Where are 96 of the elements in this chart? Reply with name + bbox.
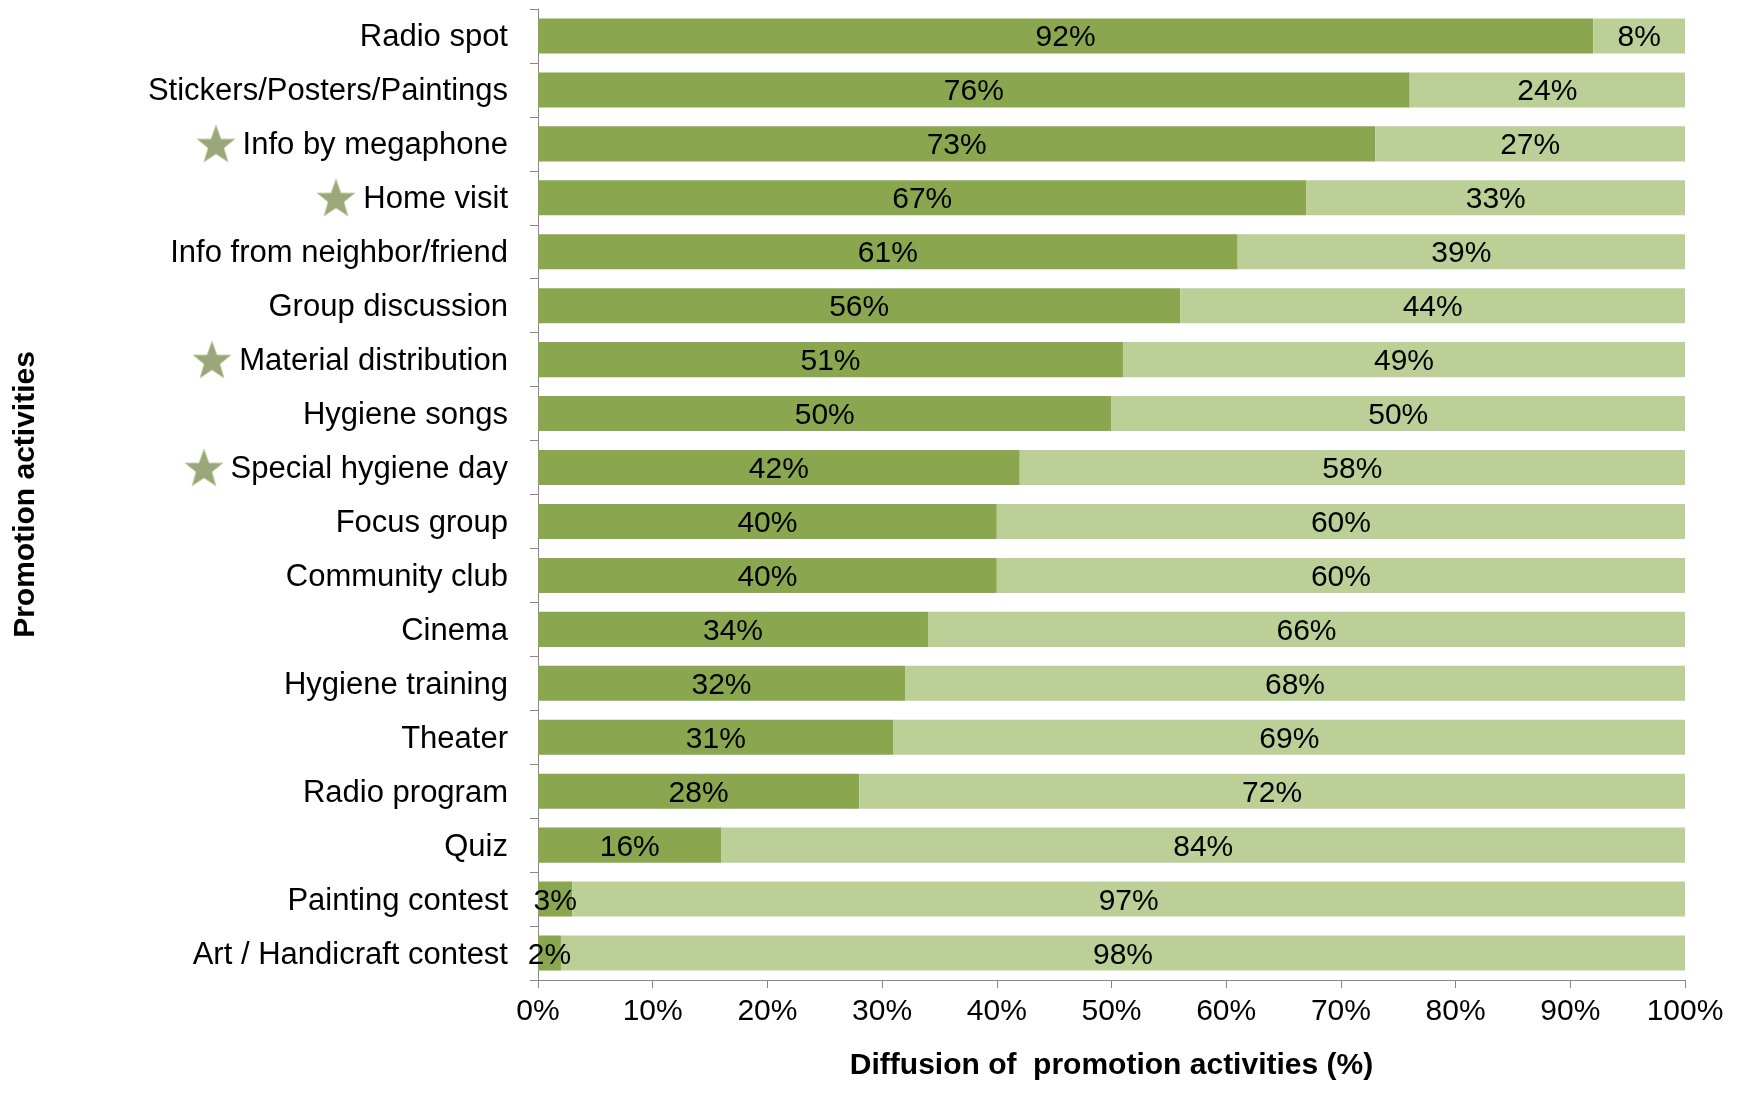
bar [538, 180, 1307, 216]
data-label: 73% [926, 127, 987, 161]
y-tick-label: Group discussion [268, 288, 508, 324]
bar [538, 503, 997, 539]
bar [1375, 126, 1685, 162]
bar [538, 773, 860, 809]
data-label: 42% [748, 451, 809, 485]
bar [721, 827, 1685, 863]
bar [538, 126, 1376, 162]
x-tick-label: 60% [1196, 992, 1257, 1026]
data-label: 40% [737, 504, 798, 538]
data-label: 61% [857, 235, 918, 269]
x-tick-label: 70% [1310, 992, 1371, 1026]
bar [859, 773, 1685, 809]
y-tick-label: Theater [401, 719, 508, 755]
data-label: 67% [892, 181, 953, 215]
data-label: 76% [943, 73, 1004, 107]
bar [538, 827, 722, 863]
bar [893, 719, 1685, 755]
data-label: 66% [1276, 612, 1337, 646]
data-label: 60% [1310, 504, 1371, 538]
y-tick-label: Stickers/Posters/Paintings [147, 72, 508, 108]
data-label: 58% [1322, 451, 1383, 485]
data-label: 16% [599, 828, 660, 862]
y-tick-label: Art / Handicraft contest [192, 935, 509, 971]
bar [1306, 180, 1685, 216]
data-label: 49% [1373, 343, 1435, 377]
bar [538, 611, 928, 647]
data-label: 50% [794, 397, 855, 431]
bar [1409, 72, 1685, 108]
y-tick-label: Painting contest [287, 881, 509, 917]
y-tick-label: Special hygiene day [230, 450, 509, 486]
bar [996, 557, 1685, 593]
y-tick-label: Info from neighbor/friend [170, 234, 508, 270]
x-tick-label: 50% [1081, 992, 1142, 1026]
y-tick-label: Focus group [335, 503, 508, 539]
data-label: 39% [1431, 235, 1492, 269]
y-tick-label: Radio program [302, 773, 508, 809]
bar [1180, 288, 1685, 324]
data-label: 97% [1098, 882, 1159, 916]
bar [905, 665, 1685, 701]
x-tick-label: 90% [1540, 992, 1601, 1026]
data-label: 33% [1465, 181, 1526, 215]
data-label: 84% [1173, 828, 1234, 862]
y-tick-label: Home visit [363, 180, 509, 216]
y-tick-label: Material distribution [239, 342, 508, 378]
y-tick-label: Cinema [401, 611, 509, 647]
bar [1122, 342, 1685, 378]
bar [538, 396, 1112, 432]
x-tick-label: 30% [852, 992, 913, 1026]
y-tick-label: Radio spot [359, 18, 509, 54]
bar [538, 72, 1410, 108]
bar [538, 719, 894, 755]
data-label: 24% [1517, 73, 1578, 107]
bar [1237, 234, 1685, 270]
x-tick-label: 10% [622, 992, 683, 1026]
data-label: 40% [737, 558, 798, 592]
bar [538, 234, 1238, 270]
y-tick-label: Hygiene songs [302, 396, 508, 432]
data-label: 44% [1402, 289, 1463, 323]
y-tick-label: Community club [285, 557, 508, 593]
x-tick-label: 80% [1425, 992, 1486, 1026]
bar [538, 557, 997, 593]
x-tick-label: 20% [737, 992, 798, 1026]
data-label: 50% [1368, 397, 1429, 431]
data-label: 32% [691, 666, 752, 700]
x-tick-label: 0% [516, 992, 560, 1026]
bar [538, 288, 1181, 324]
data-label: 69% [1259, 720, 1320, 754]
x-tick-label: 100% [1646, 992, 1724, 1026]
bar [927, 611, 1685, 647]
x-tick-label: 40% [966, 992, 1027, 1026]
x-axis-title: Diffusion of promotion activities (%) [849, 1046, 1374, 1080]
y-tick-label: Info by megaphone [242, 126, 508, 162]
bar [1111, 396, 1685, 432]
data-label: 92% [1035, 19, 1096, 53]
bar [538, 342, 1123, 378]
bar [1019, 450, 1685, 486]
bar [538, 18, 1594, 54]
data-label: 72% [1242, 774, 1303, 808]
data-label: 68% [1265, 666, 1326, 700]
data-label: 31% [685, 720, 746, 754]
bar [996, 503, 1685, 539]
data-label: 28% [668, 774, 729, 808]
y-tick-label: Quiz [444, 827, 508, 863]
data-label: 60% [1310, 558, 1371, 592]
y-axis-title: Promotion activities [6, 351, 40, 638]
data-label: 34% [702, 612, 764, 646]
data-label: 8% [1617, 19, 1661, 53]
bar [538, 450, 1020, 486]
data-label: 56% [829, 289, 890, 323]
data-label: 51% [800, 343, 861, 377]
data-label: 27% [1500, 127, 1561, 161]
y-tick-label: Hygiene training [283, 665, 508, 701]
data-label: 98% [1092, 936, 1153, 970]
bar [538, 665, 906, 701]
